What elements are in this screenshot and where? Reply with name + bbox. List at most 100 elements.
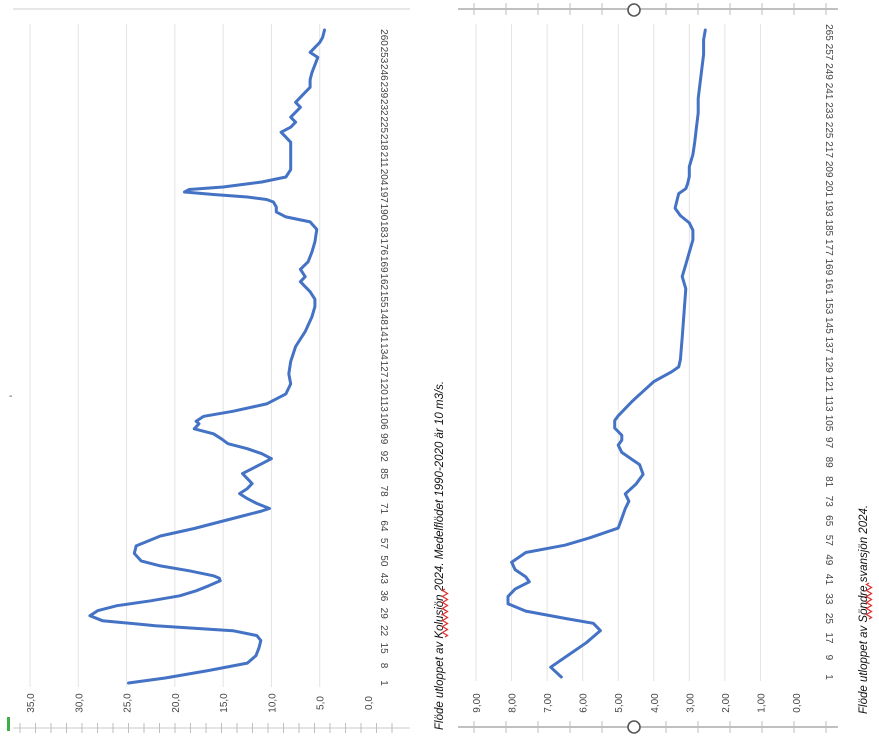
x-tick-label: 105 bbox=[823, 415, 834, 432]
x-tick-label: 177 bbox=[823, 239, 834, 256]
x-tick-label: 85 bbox=[378, 468, 389, 480]
x-tick-label: 22 bbox=[378, 625, 389, 637]
x-tick-label: 153 bbox=[823, 298, 834, 315]
x-tick-label: 17 bbox=[823, 632, 834, 644]
x-tick-label: 92 bbox=[378, 451, 389, 463]
frame-ticks bbox=[19, 723, 393, 733]
x-tick-label: 89 bbox=[823, 457, 834, 469]
y-tick-label: 30,0 bbox=[74, 693, 85, 713]
x-tick-label: 15 bbox=[378, 643, 389, 655]
gridlines bbox=[475, 24, 761, 681]
x-tick-label: 81 bbox=[823, 476, 834, 488]
y-axis-ticks: 0,00 1,00 2,00 3,00 4,00 5,00 6,00 7,00 8,00 9,00 bbox=[472, 693, 803, 713]
resize-handle-bottom[interactable] bbox=[627, 720, 641, 734]
frame-ticks-top bbox=[473, 3, 827, 15]
x-tick-label: 127 bbox=[378, 361, 389, 378]
x-tick-label: 197 bbox=[378, 186, 389, 203]
x-tick-label: 265 bbox=[823, 24, 834, 41]
caption-prefix: Flöde utloppet av bbox=[434, 639, 446, 730]
x-tick-label: 64 bbox=[378, 520, 389, 532]
y-tick-label: 1,00 bbox=[756, 693, 767, 713]
x-tick-label: 134 bbox=[378, 343, 389, 360]
chart-kolusjon: 0,0 5,0 10,0 15,0 20,0 25,0 30,0 35,0 1 8 15 22 29 3… bbox=[7, 8, 410, 733]
x-tick-label: 129 bbox=[823, 356, 834, 373]
x-tick-label: 141 bbox=[378, 326, 389, 343]
x-tick-label: 211 bbox=[378, 152, 389, 168]
x-tick-label: 71 bbox=[378, 503, 389, 515]
y-tick-label: 4,00 bbox=[650, 693, 661, 713]
stray-mark: - bbox=[9, 391, 12, 402]
x-tick-label: 78 bbox=[378, 486, 389, 498]
caption-prefix: Flöde utloppet av bbox=[858, 623, 870, 714]
flow-series-line bbox=[88, 28, 326, 685]
x-tick-label: 9 bbox=[823, 655, 834, 661]
x-tick-label: 36 bbox=[378, 590, 389, 602]
x-tick-label: 113 bbox=[378, 396, 389, 412]
x-tick-label: 249 bbox=[823, 63, 834, 80]
y-tick-label: 0,00 bbox=[792, 693, 803, 713]
y-tick-label: 7,00 bbox=[543, 693, 554, 713]
y-axis-ticks: 0,0 5,0 10,0 15,0 20,0 25,0 30,0 35,0 bbox=[26, 693, 375, 713]
x-tick-label: 50 bbox=[378, 555, 389, 567]
x-tick-label: 233 bbox=[823, 102, 834, 119]
x-tick-label: 239 bbox=[378, 81, 389, 98]
y-tick-label: 20,0 bbox=[171, 693, 182, 713]
caption-suffix: 2024. Medelflödet 1990-2020 är 10 m3/s. bbox=[434, 381, 446, 595]
x-tick-label: 106 bbox=[378, 413, 389, 430]
x-tick-label: 225 bbox=[378, 116, 389, 133]
x-tick-label: 183 bbox=[378, 221, 389, 238]
y-tick-label: 8,00 bbox=[508, 693, 519, 713]
x-tick-label: 8 bbox=[378, 663, 389, 669]
x-tick-label: 148 bbox=[378, 308, 389, 325]
spellcheck-underline bbox=[865, 582, 873, 620]
chart-sondre-svansjon: 0,00 1,00 2,00 3,00 4,00 5,00 6,00 7,00 8,00 9,00… bbox=[458, 3, 838, 734]
x-tick-label: 217 bbox=[823, 141, 834, 158]
x-tick-label: 41 bbox=[823, 574, 834, 586]
caption-kolusjon: Flöde utloppet av Kolusjön 2024. Medelfl… bbox=[434, 381, 446, 730]
x-tick-label: 190 bbox=[378, 204, 389, 221]
x-tick-label: 145 bbox=[823, 317, 834, 334]
x-tick-label: 155 bbox=[378, 291, 389, 308]
x-tick-label: 257 bbox=[823, 44, 834, 61]
y-tick-label: 15,0 bbox=[219, 693, 230, 713]
x-tick-label: 57 bbox=[823, 535, 834, 547]
caption-sondre-svansjon: Flöde utloppet av Söndre svansjön 2024. bbox=[858, 505, 870, 714]
caption-spellcheck-word: Söndre bbox=[858, 585, 870, 622]
selection-marker bbox=[7, 717, 10, 731]
y-tick-label: 35,0 bbox=[26, 693, 37, 713]
x-tick-label: 113 bbox=[823, 396, 834, 412]
x-tick-label: 241 bbox=[823, 83, 834, 100]
x-tick-label: 49 bbox=[823, 554, 834, 566]
x-tick-label: 201 bbox=[823, 180, 834, 197]
resize-handle-top[interactable] bbox=[627, 3, 641, 17]
x-tick-label: 33 bbox=[823, 593, 834, 605]
x-tick-label: 43 bbox=[378, 573, 389, 585]
y-tick-label: 5,00 bbox=[614, 693, 625, 713]
x-tick-label: 193 bbox=[823, 200, 834, 217]
x-tick-label: 25 bbox=[823, 613, 834, 625]
x-tick-label: 209 bbox=[823, 161, 834, 178]
x-tick-label: 225 bbox=[823, 122, 834, 139]
x-tick-label: 162 bbox=[378, 273, 389, 290]
y-tick-label: 0,0 bbox=[364, 696, 375, 710]
x-tick-label: 120 bbox=[378, 378, 389, 395]
x-tick-label: 246 bbox=[378, 64, 389, 81]
x-tick-label: 204 bbox=[378, 169, 389, 186]
x-tick-label: 253 bbox=[378, 47, 389, 64]
x-tick-label: 185 bbox=[823, 219, 834, 236]
gridlines bbox=[29, 24, 321, 687]
x-axis-ticks: 1 8 15 22 29 36 43 50 57 64 71 78 85 92 99 106113120127… bbox=[378, 29, 389, 686]
x-tick-label: 176 bbox=[378, 238, 389, 255]
caption-suffix: svansjön 2024. bbox=[858, 505, 870, 586]
x-tick-label: 169 bbox=[378, 256, 389, 273]
y-tick-label: 25,0 bbox=[123, 693, 134, 713]
x-tick-label: 65 bbox=[823, 515, 834, 527]
y-tick-label: 10,0 bbox=[267, 693, 278, 713]
x-tick-label: 218 bbox=[378, 134, 389, 151]
x-tick-label: 137 bbox=[823, 337, 834, 354]
x-tick-label: 161 bbox=[823, 278, 834, 295]
x-tick-label: 121 bbox=[823, 376, 834, 393]
x-tick-label: 1 bbox=[378, 680, 389, 686]
y-tick-label: 3,00 bbox=[685, 693, 696, 713]
